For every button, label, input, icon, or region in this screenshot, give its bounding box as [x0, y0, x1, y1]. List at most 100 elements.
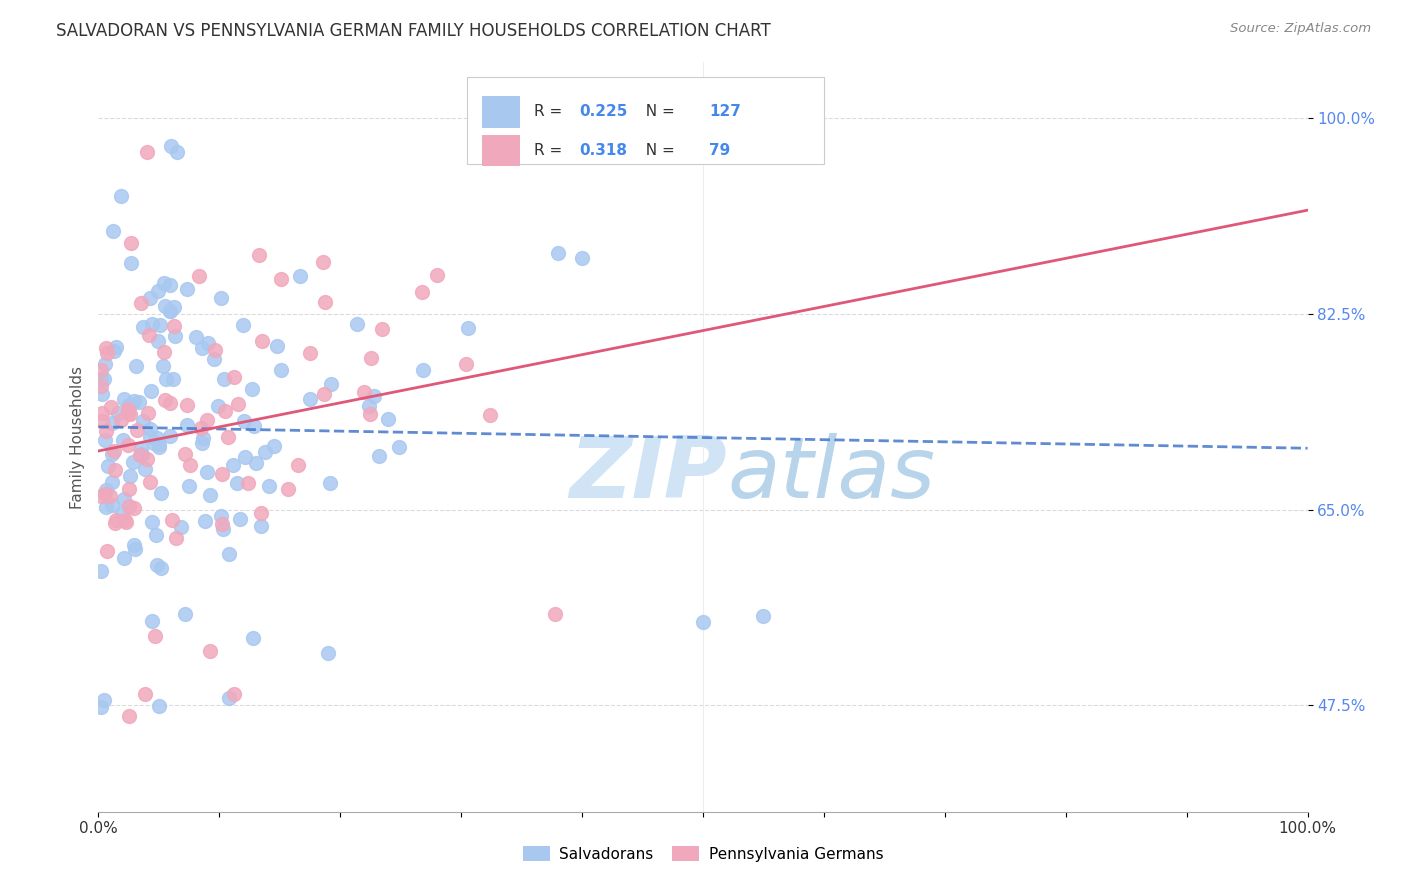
Salvadorans	[90, 564, 112, 578]
Salvadorans	[93, 693, 115, 707]
Text: N =: N =	[637, 144, 681, 158]
Salvadorans	[101, 475, 124, 490]
Salvadorans	[139, 430, 162, 444]
Salvadorans	[166, 145, 188, 159]
Pennsylvania Germans	[299, 345, 322, 359]
Salvadorans	[191, 341, 214, 355]
Pennsylvania Germans	[426, 268, 449, 282]
Pennsylvania Germans	[129, 296, 152, 310]
Salvadorans	[346, 318, 368, 332]
Salvadorans	[319, 377, 342, 392]
Pennsylvania Germans	[118, 483, 141, 497]
Pennsylvania Germans	[138, 328, 160, 343]
Salvadorans	[263, 439, 285, 453]
Salvadorans	[120, 256, 142, 270]
Pennsylvania Germans	[544, 607, 567, 622]
Pennsylvania Germans	[188, 269, 211, 284]
Pennsylvania Germans	[117, 402, 139, 417]
Salvadorans	[124, 542, 146, 557]
Salvadorans	[125, 359, 148, 373]
Pennsylvania Germans	[270, 271, 292, 285]
Salvadorans	[107, 406, 129, 420]
Salvadorans	[207, 400, 229, 414]
Salvadorans	[160, 139, 183, 153]
Pennsylvania Germans	[277, 482, 299, 496]
Salvadorans	[129, 442, 152, 457]
Salvadorans	[118, 469, 141, 483]
Salvadorans	[91, 386, 114, 401]
Salvadorans	[139, 422, 162, 436]
Salvadorans	[198, 488, 221, 502]
Salvadorans	[111, 506, 134, 520]
Salvadorans	[145, 527, 167, 541]
Salvadorans	[752, 609, 775, 624]
Salvadorans	[141, 384, 163, 399]
Salvadorans	[209, 509, 232, 524]
Salvadorans	[363, 389, 385, 403]
Salvadorans	[149, 318, 172, 332]
Pennsylvania Germans	[211, 516, 233, 531]
Salvadorans	[571, 251, 593, 265]
Salvadorans	[169, 520, 191, 534]
Salvadorans	[100, 416, 122, 430]
Salvadorans	[202, 351, 225, 366]
Y-axis label: Family Households: Family Households	[69, 366, 84, 508]
Salvadorans	[195, 465, 218, 479]
Salvadorans	[221, 458, 243, 472]
Bar	[482, 135, 520, 167]
Salvadorans	[163, 300, 186, 314]
Salvadorans	[162, 372, 184, 386]
Pennsylvania Germans	[114, 513, 136, 527]
Salvadorans	[159, 304, 181, 318]
Salvadorans	[112, 550, 135, 565]
Salvadorans	[176, 417, 198, 432]
Pennsylvania Germans	[478, 409, 501, 423]
Pennsylvania Germans	[314, 294, 336, 309]
Pennsylvania Germans	[122, 501, 145, 516]
Pennsylvania Germans	[312, 387, 335, 401]
Salvadorans	[243, 419, 266, 434]
Salvadorans	[249, 519, 271, 533]
Salvadorans	[149, 560, 172, 574]
Salvadorans	[141, 614, 163, 628]
Salvadorans	[94, 483, 117, 498]
Pennsylvania Germans	[110, 413, 132, 427]
Pennsylvania Germans	[211, 467, 233, 482]
Pennsylvania Germans	[90, 363, 112, 377]
Salvadorans	[218, 547, 240, 561]
Salvadorans	[118, 398, 141, 412]
Salvadorans	[122, 394, 145, 409]
Salvadorans	[197, 336, 219, 351]
Salvadorans	[93, 371, 115, 385]
Pennsylvania Germans	[134, 687, 156, 701]
Salvadorans	[412, 362, 434, 376]
Pennsylvania Germans	[91, 414, 114, 428]
Salvadorans	[242, 631, 264, 645]
Salvadorans	[174, 607, 197, 622]
Salvadorans	[104, 340, 127, 354]
Pennsylvania Germans	[120, 236, 142, 251]
Salvadorans	[101, 224, 124, 238]
Pennsylvania Germans	[90, 379, 112, 393]
Text: atlas: atlas	[727, 433, 935, 516]
Salvadorans	[148, 440, 170, 454]
Pennsylvania Germans	[125, 423, 148, 437]
Salvadorans	[112, 392, 135, 406]
Pennsylvania Germans	[217, 430, 239, 444]
Salvadorans	[94, 434, 117, 448]
Pennsylvania Germans	[163, 319, 186, 334]
Salvadorans	[547, 245, 569, 260]
Salvadorans	[141, 317, 163, 331]
Pennsylvania Germans	[198, 644, 221, 658]
Salvadorans	[229, 512, 252, 526]
Text: 0.318: 0.318	[579, 144, 627, 158]
Salvadorans	[90, 372, 112, 386]
Salvadorans	[209, 291, 232, 305]
Pennsylvania Germans	[115, 515, 138, 529]
Pennsylvania Germans	[143, 629, 166, 643]
Pennsylvania Germans	[98, 489, 121, 503]
Salvadorans	[118, 397, 141, 411]
Salvadorans	[90, 699, 112, 714]
Salvadorans	[225, 475, 247, 490]
Salvadorans	[368, 449, 391, 463]
